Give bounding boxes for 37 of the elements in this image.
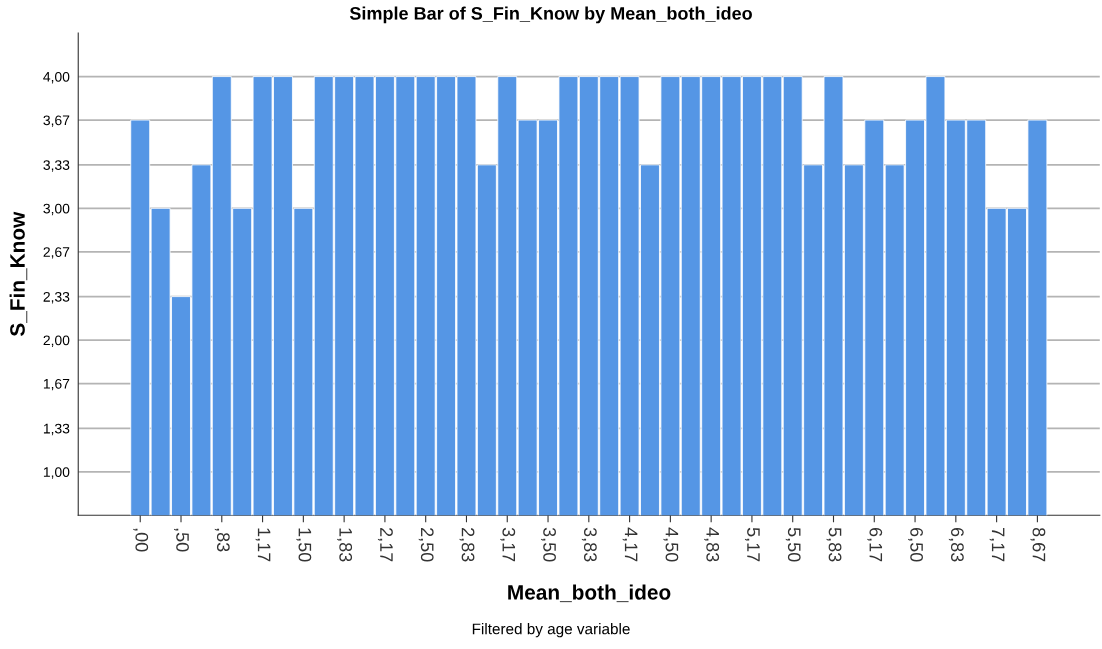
x-tick-label: ,00 bbox=[133, 528, 149, 552]
x-tick-label: 2,83 bbox=[459, 528, 475, 562]
x-tick-label: 3,50 bbox=[541, 527, 556, 562]
text: Filtered by age variable bbox=[472, 623, 630, 638]
y-tick-label: 3,00 bbox=[43, 203, 70, 216]
chart-title: Simple Bar of S_Fin_Know by Mean_both_ideo bbox=[349, 6, 752, 24]
y-tick-label: 1,00 bbox=[43, 467, 70, 479]
x-tick-label: 6,17 bbox=[867, 528, 883, 562]
x-tick-label: 1,83 bbox=[337, 528, 353, 562]
x-tick-label: 5,50 bbox=[785, 527, 801, 562]
x-tick-label: 4,17 bbox=[622, 527, 638, 562]
x-tick-label: 5,83 bbox=[826, 527, 842, 562]
x-tick-label: 7,17 bbox=[989, 528, 1005, 562]
x-tick-label: 2,50 bbox=[418, 528, 434, 562]
y-tick-label: 2,00 bbox=[43, 335, 70, 347]
x-tick-label: 3,17 bbox=[500, 527, 516, 562]
y-tick-label: 1,67 bbox=[43, 378, 70, 391]
x-tick-label: 6,83 bbox=[948, 528, 964, 562]
x-tick-label: ,50 bbox=[174, 528, 189, 552]
y-tick-label: 3,67 bbox=[43, 115, 70, 127]
y-axis-title: S_Fin_Know bbox=[9, 211, 28, 337]
x-axis-title: Mean_both_ideo bbox=[508, 584, 671, 603]
x-tick-label: 8,67 bbox=[1030, 527, 1046, 562]
x-tick-label: ,83 bbox=[214, 528, 230, 552]
x-tick-label: 4,50 bbox=[663, 527, 679, 562]
x-tick-label: 2,17 bbox=[377, 528, 393, 562]
x-tick-label: 1,17 bbox=[255, 528, 271, 562]
y-tick-label: 4,00 bbox=[43, 71, 70, 84]
x-tick-label: 1,50 bbox=[296, 528, 312, 562]
x-tick-label: 5,17 bbox=[744, 527, 760, 562]
x-tick-label: 6,50 bbox=[908, 528, 923, 562]
x-tick-label: 3,83 bbox=[581, 527, 597, 562]
y-tick-label: 1,33 bbox=[43, 423, 70, 436]
y-tick-label: 2,67 bbox=[43, 247, 70, 259]
y-tick-label: 2,33 bbox=[43, 291, 70, 304]
x-tick-label: 4,83 bbox=[704, 527, 720, 562]
y-tick-label: 3,33 bbox=[43, 160, 70, 172]
